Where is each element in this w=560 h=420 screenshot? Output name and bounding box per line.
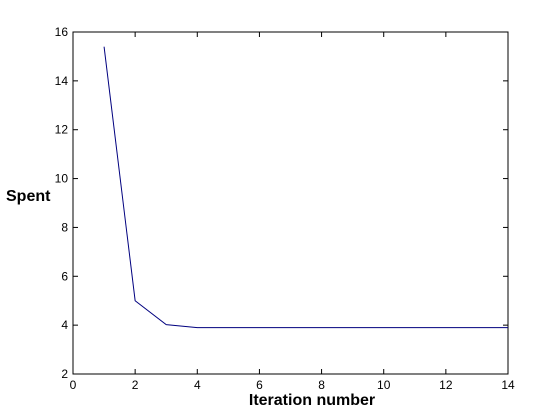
y-tick-label: 14 <box>55 74 69 88</box>
y-tick-label: 16 <box>55 25 69 39</box>
y-tick-label: 6 <box>61 269 68 283</box>
x-tick-label: 14 <box>501 378 515 392</box>
x-tick-label: 10 <box>377 378 391 392</box>
series-layer <box>103 46 508 329</box>
x-tick-label: 0 <box>70 378 77 392</box>
x-tick-label: 4 <box>194 378 201 392</box>
y-tick-label: 10 <box>55 172 69 186</box>
x-axis-title: Iteration number <box>249 392 375 409</box>
y-tick-label: 2 <box>61 367 68 381</box>
series-line <box>103 46 508 329</box>
y-axis-title: Spent <box>6 188 51 205</box>
y-tick-label: 8 <box>61 220 68 234</box>
x-tick-label: 8 <box>318 378 325 392</box>
y-tick-label: 12 <box>55 123 69 137</box>
plot-area <box>72 31 509 375</box>
x-tick-label: 12 <box>439 378 453 392</box>
x-tick-label: 2 <box>132 378 139 392</box>
x-tick-label: 6 <box>256 378 263 392</box>
y-tick-label: 4 <box>61 318 68 332</box>
